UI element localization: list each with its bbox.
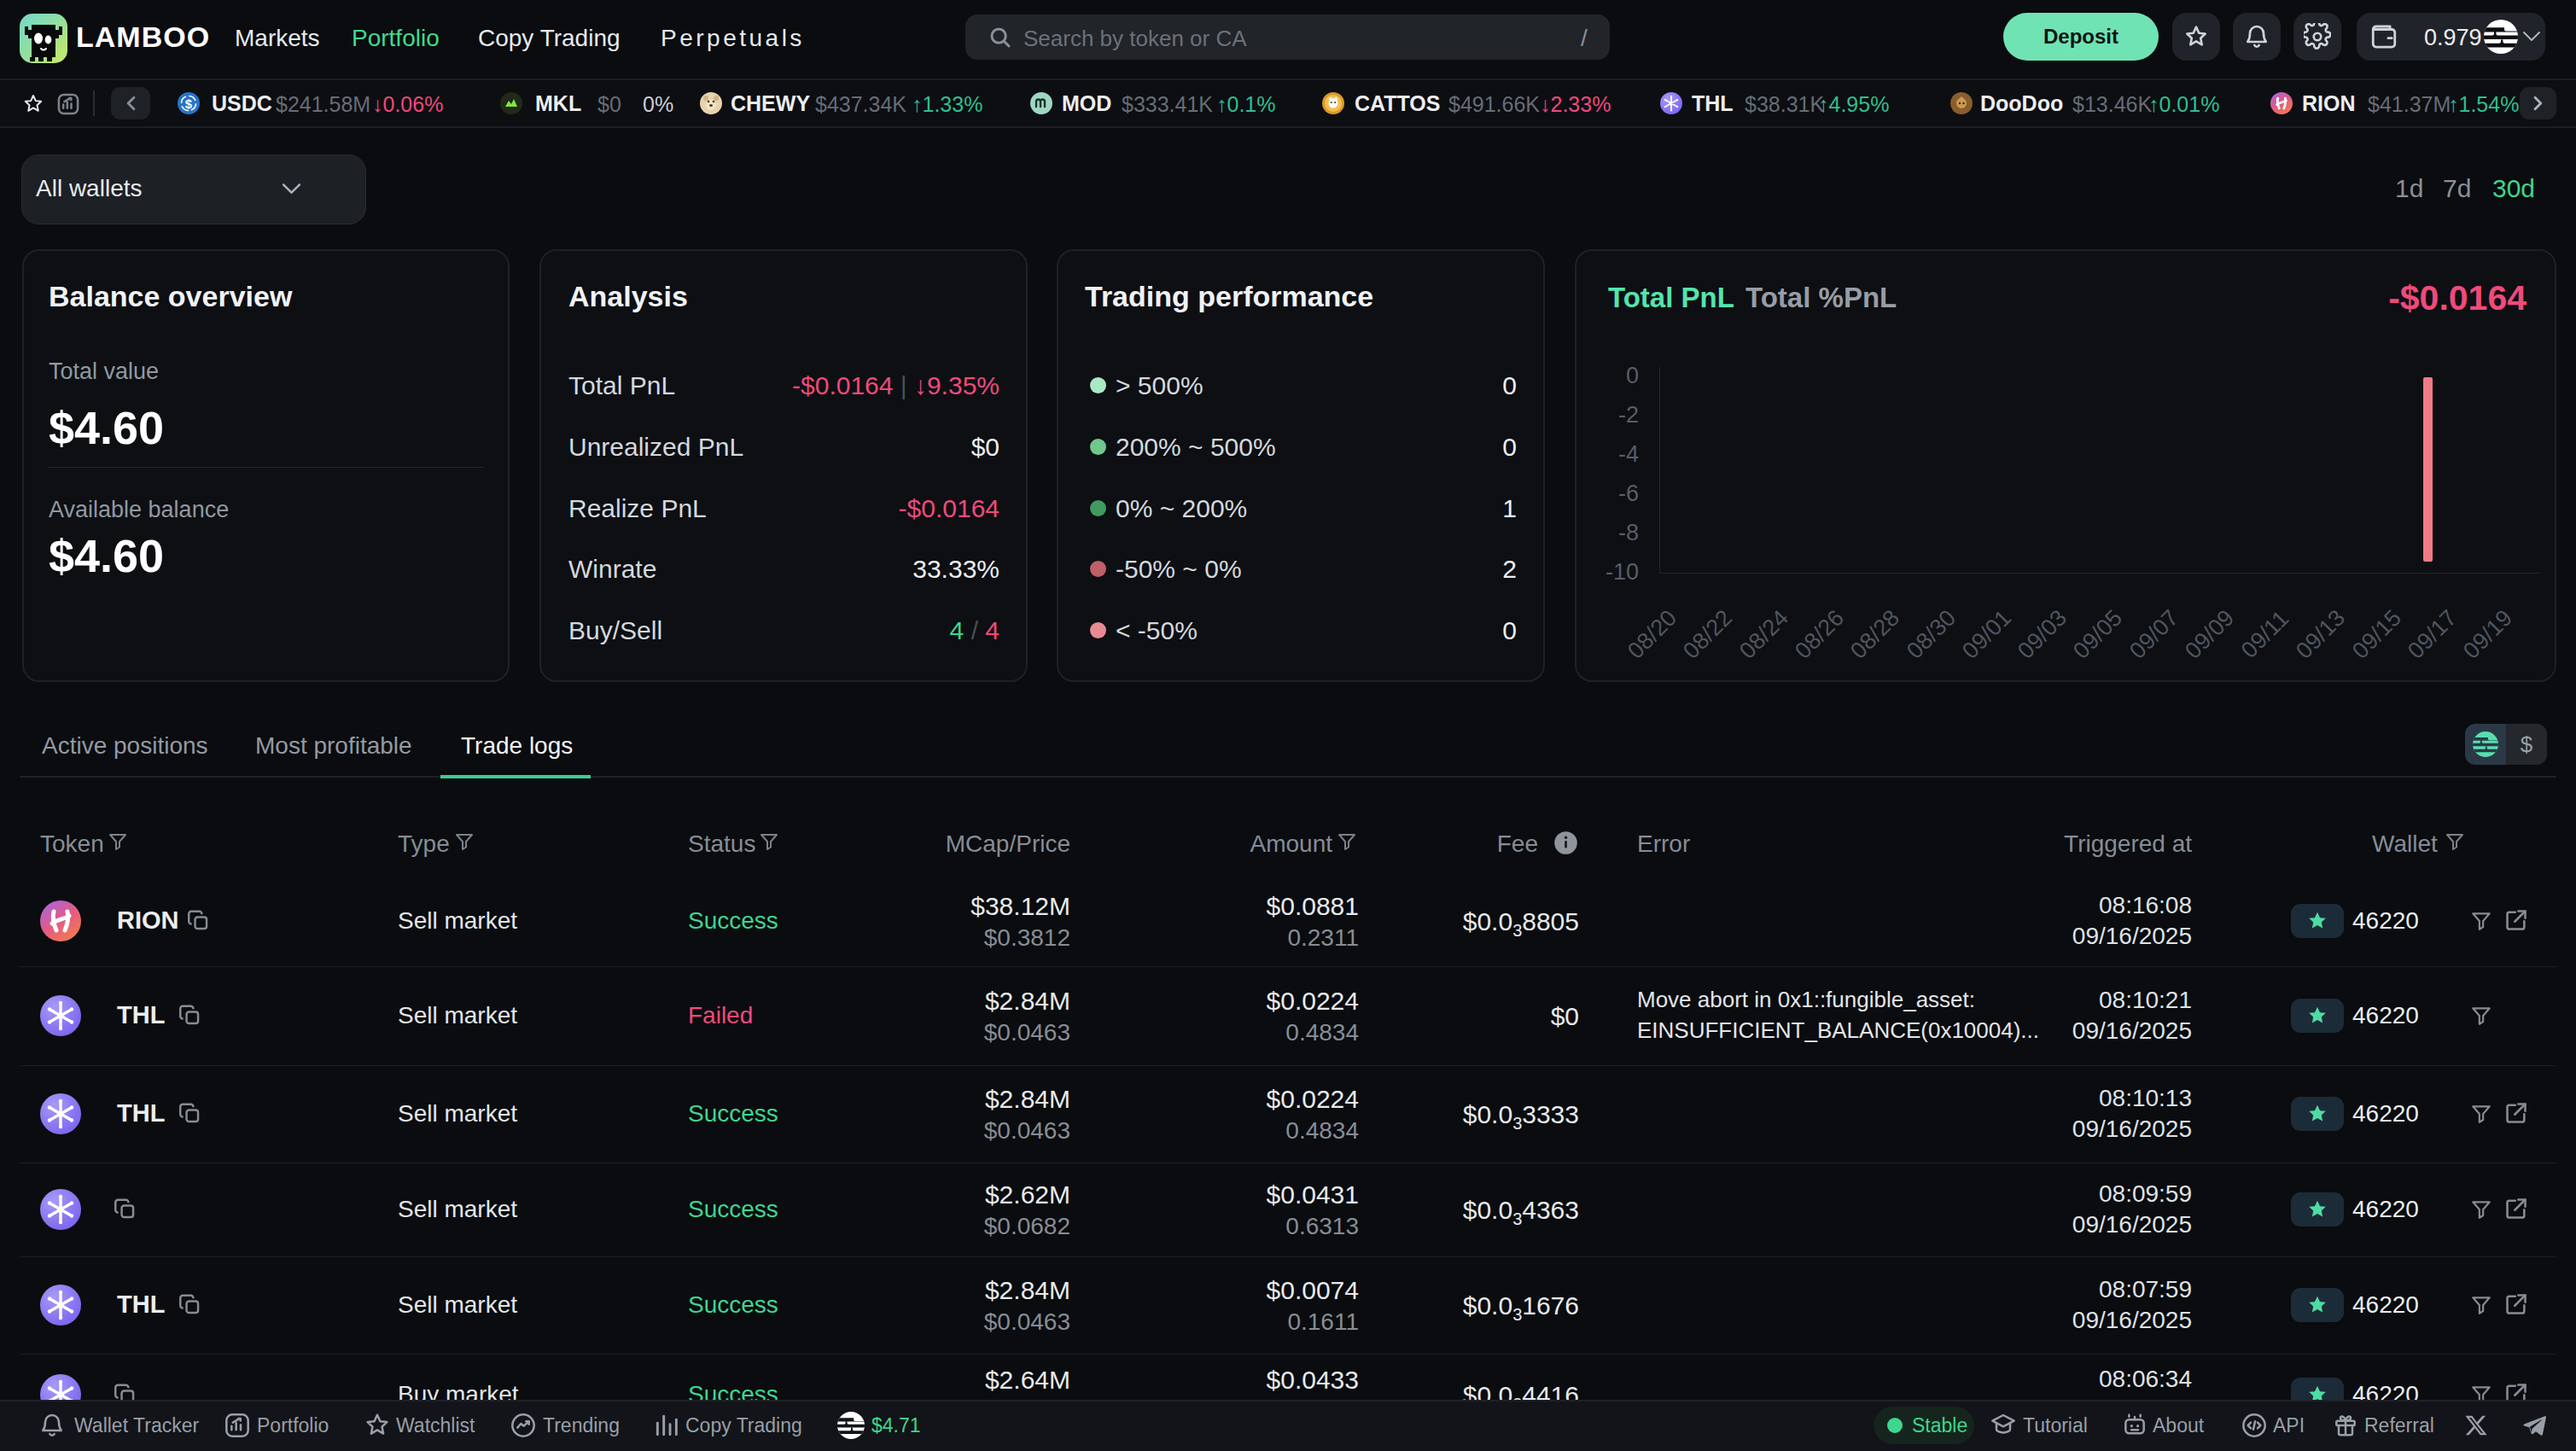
svg-text:$: $ [185,96,193,111]
